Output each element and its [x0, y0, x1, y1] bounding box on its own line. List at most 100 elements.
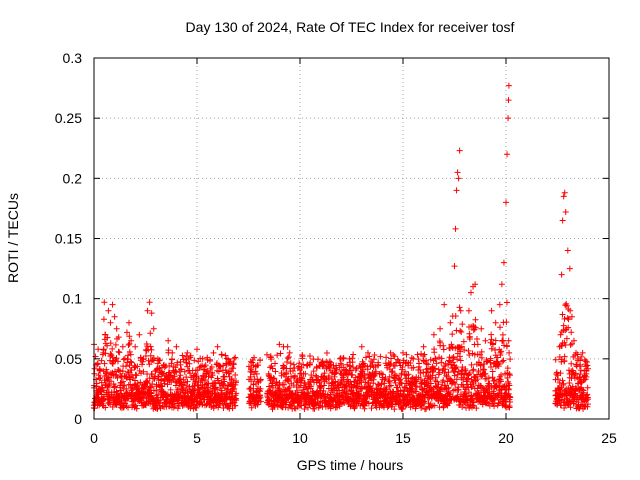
data-point	[132, 371, 139, 378]
data-point	[458, 343, 465, 350]
data-point	[495, 400, 502, 407]
x-tick-label: 25	[601, 430, 617, 446]
data-point	[383, 354, 390, 361]
data-point	[136, 331, 143, 338]
data-point	[458, 328, 465, 335]
data-point	[272, 360, 279, 367]
data-point	[228, 375, 235, 382]
data-point	[233, 395, 240, 402]
data-point	[105, 382, 112, 389]
data-point	[506, 371, 513, 378]
data-point	[564, 247, 571, 254]
data-point	[432, 356, 439, 363]
data-point	[215, 368, 222, 375]
data-point	[415, 356, 422, 363]
data-point	[462, 367, 469, 374]
data-point	[498, 348, 505, 355]
data-point	[361, 374, 368, 381]
data-point	[286, 349, 293, 356]
data-point	[399, 403, 406, 410]
data-point	[227, 400, 234, 407]
data-point	[109, 345, 116, 352]
data-point	[474, 376, 481, 383]
data-point	[336, 387, 343, 394]
data-point	[168, 360, 175, 367]
data-point	[361, 370, 368, 377]
data-point	[503, 319, 510, 326]
data-point	[414, 351, 421, 358]
data-point	[113, 355, 120, 362]
data-point	[552, 356, 559, 363]
data-point	[273, 401, 280, 408]
data-point	[109, 360, 116, 367]
data-point	[113, 325, 120, 332]
data-point	[453, 376, 460, 383]
data-point	[457, 357, 464, 364]
data-point	[554, 372, 561, 379]
data-point	[401, 388, 408, 395]
data-point	[478, 354, 485, 361]
data-point	[263, 351, 270, 358]
data-point	[566, 380, 573, 387]
data-point	[154, 360, 161, 367]
data-point	[349, 371, 356, 378]
data-point	[400, 349, 406, 356]
data-point	[574, 351, 581, 358]
data-point	[232, 371, 239, 378]
data-point	[390, 351, 397, 358]
data-point	[567, 341, 574, 348]
data-point	[498, 372, 505, 379]
data-point	[499, 338, 506, 345]
data-point	[580, 387, 587, 394]
data-point	[397, 376, 404, 383]
data-point	[455, 175, 462, 182]
data-point	[187, 352, 194, 359]
data-point	[372, 363, 379, 370]
data-point	[388, 355, 395, 362]
data-point	[455, 386, 462, 393]
data-point	[337, 360, 344, 367]
data-point	[192, 378, 199, 385]
data-point	[302, 370, 309, 377]
data-point	[410, 364, 417, 371]
data-point	[457, 327, 464, 334]
data-point	[194, 346, 200, 353]
data-point	[505, 337, 512, 344]
data-point	[471, 351, 478, 358]
x-tick-label: 0	[90, 430, 98, 446]
data-point	[287, 402, 294, 409]
data-point	[339, 355, 346, 362]
data-point	[221, 378, 228, 385]
data-point	[314, 356, 321, 363]
data-point	[112, 341, 119, 348]
data-point	[174, 361, 181, 368]
data-point	[304, 404, 311, 411]
data-point	[431, 346, 438, 353]
data-point	[248, 378, 255, 385]
data-point	[472, 281, 479, 288]
data-point	[310, 368, 317, 375]
data-point	[161, 364, 168, 371]
data-point	[128, 359, 135, 366]
data-point	[94, 361, 101, 368]
data-point	[133, 405, 140, 412]
x-tick-label: 5	[193, 430, 201, 446]
data-point	[559, 217, 566, 224]
data-point	[125, 352, 132, 359]
data-point	[233, 390, 240, 397]
data-point	[153, 366, 160, 373]
data-point	[400, 357, 407, 364]
data-point	[362, 398, 369, 405]
data-point	[346, 355, 353, 362]
data-point	[579, 349, 586, 356]
data-point	[432, 365, 439, 372]
data-point	[436, 354, 443, 361]
data-point	[312, 372, 319, 379]
data-point	[148, 370, 155, 377]
data-point	[427, 376, 434, 383]
data-point	[494, 354, 501, 361]
data-point	[112, 383, 119, 390]
data-point	[366, 353, 373, 360]
data-point	[232, 379, 239, 386]
y-tick-label: 0.2	[63, 170, 83, 186]
